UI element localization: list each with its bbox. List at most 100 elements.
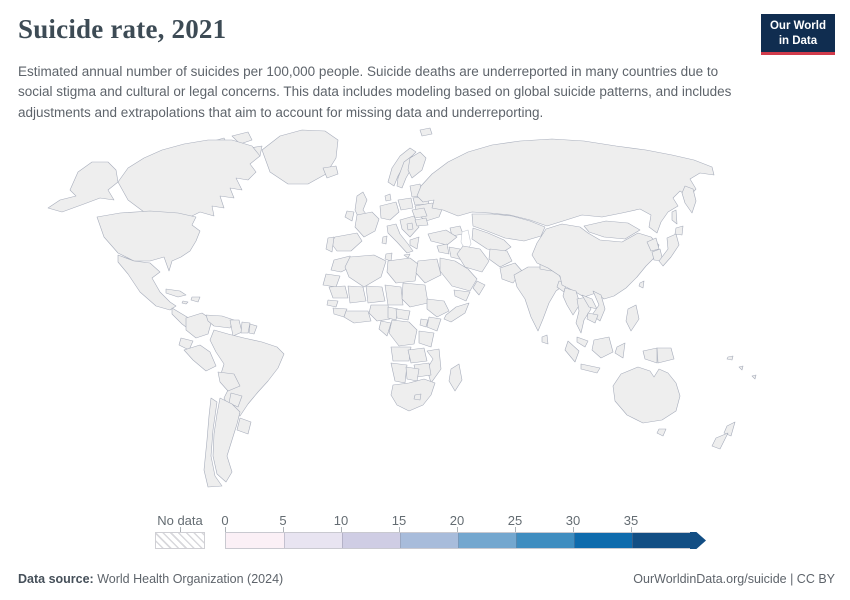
legend-no-data-swatch[interactable]: [155, 532, 205, 549]
country-sakhalin[interactable]: [671, 209, 678, 225]
country-iceland[interactable]: [322, 165, 339, 179]
country-china[interactable]: [531, 223, 660, 300]
legend-bin-10[interactable]: [342, 532, 400, 549]
country-senegal[interactable]: [326, 299, 339, 308]
country-spain[interactable]: [330, 232, 363, 252]
country-denmark[interactable]: [384, 193, 392, 202]
country-gabon-congo[interactable]: [378, 320, 392, 337]
country-nigeria[interactable]: [368, 304, 391, 322]
country-svalbard[interactable]: [419, 127, 433, 137]
country-ethiopia[interactable]: [426, 298, 450, 318]
legend-bin-15[interactable]: [400, 532, 458, 549]
country-levant[interactable]: [436, 243, 450, 255]
country-western-sahara[interactable]: [322, 273, 341, 288]
country-sardinia[interactable]: [381, 235, 388, 245]
country-vietnam[interactable]: [591, 290, 606, 322]
country-sicily[interactable]: [403, 253, 411, 259]
country-drc[interactable]: [388, 319, 418, 347]
country-chad[interactable]: [384, 284, 404, 306]
country-bulgaria[interactable]: [414, 217, 429, 227]
country-algeria[interactable]: [344, 254, 387, 288]
country-central-african-republic[interactable]: [395, 308, 411, 321]
country-argentina[interactable]: [212, 397, 241, 483]
country-hispaniola[interactable]: [190, 296, 201, 303]
country-new-zealand-south[interactable]: [711, 432, 729, 450]
country-bolivia[interactable]: [217, 371, 241, 392]
country-alaska[interactable]: [47, 161, 119, 213]
country-serbia[interactable]: [406, 222, 414, 231]
country-paraguay[interactable]: [228, 392, 243, 408]
country-sulawesi[interactable]: [614, 342, 626, 359]
country-cambodia[interactable]: [586, 312, 599, 324]
country-oman[interactable]: [472, 280, 486, 296]
owid-logo[interactable]: Our World in Data: [760, 14, 835, 56]
legend-bin-5[interactable]: [284, 532, 342, 549]
country-ireland[interactable]: [344, 210, 355, 222]
country-japan[interactable]: [658, 225, 684, 267]
country-solomon[interactable]: [726, 355, 734, 361]
country-russia[interactable]: [416, 138, 715, 234]
country-mali[interactable]: [347, 285, 367, 304]
country-sri-lanka[interactable]: [541, 334, 549, 345]
country-kenya[interactable]: [426, 316, 442, 332]
country-greece[interactable]: [409, 236, 420, 250]
country-egypt[interactable]: [415, 258, 442, 284]
country-brazil[interactable]: [209, 329, 285, 417]
country-jamaica[interactable]: [181, 300, 189, 305]
country-tanzania[interactable]: [418, 330, 435, 348]
legend-bin-35[interactable]: [632, 532, 690, 549]
country-cuba[interactable]: [165, 288, 187, 298]
country-tunisia[interactable]: [384, 252, 393, 262]
country-new-guinea-west[interactable]: [642, 347, 658, 364]
country-west-africa-coast[interactable]: [343, 310, 372, 324]
country-uganda[interactable]: [419, 318, 429, 328]
country-namibia[interactable]: [390, 362, 408, 384]
country-sumatra[interactable]: [564, 340, 580, 363]
country-iran[interactable]: [456, 245, 490, 273]
country-romania[interactable]: [411, 207, 428, 219]
country-colombia[interactable]: [185, 312, 213, 339]
country-central-europe[interactable]: [379, 201, 400, 221]
country-uruguay[interactable]: [236, 417, 252, 435]
country-mongolia[interactable]: [583, 220, 641, 240]
country-angola[interactable]: [390, 346, 412, 362]
country-fiji-group[interactable]: [738, 365, 757, 380]
country-lesotho[interactable]: [413, 393, 422, 401]
country-peru[interactable]: [183, 344, 217, 372]
country-philippines[interactable]: [625, 304, 640, 332]
country-afghanistan[interactable]: [488, 248, 513, 268]
country-south-africa[interactable]: [390, 378, 436, 412]
country-cameroon[interactable]: [387, 306, 399, 321]
legend-no-data[interactable]: No data: [155, 513, 205, 549]
country-tasmania[interactable]: [656, 428, 667, 437]
legend-bin-0[interactable]: [225, 532, 284, 549]
country-greenland[interactable]: [261, 129, 339, 185]
country-papua-new-guinea[interactable]: [656, 347, 675, 364]
country-saudi-arabia[interactable]: [439, 257, 478, 292]
country-madagascar[interactable]: [448, 363, 463, 392]
country-kazakhstan[interactable]: [471, 213, 546, 242]
country-niger[interactable]: [365, 285, 386, 304]
country-poland[interactable]: [397, 197, 414, 211]
country-mexico[interactable]: [117, 254, 177, 311]
country-yemen[interactable]: [453, 289, 471, 302]
country-australia[interactable]: [612, 366, 681, 424]
country-north-korea[interactable]: [646, 237, 660, 252]
country-france[interactable]: [354, 211, 380, 238]
country-taiwan[interactable]: [638, 280, 645, 289]
country-chile[interactable]: [203, 397, 223, 488]
country-turkey[interactable]: [427, 229, 458, 246]
legend-bin-30[interactable]: [574, 532, 632, 549]
country-zambia[interactable]: [407, 347, 428, 364]
country-guyana[interactable]: [229, 319, 243, 337]
country-uzbekistan-turkmenistan[interactable]: [471, 227, 512, 253]
country-borneo[interactable]: [591, 336, 614, 359]
country-kamchatka[interactable]: [681, 185, 697, 214]
country-malaysia[interactable]: [576, 336, 589, 348]
country-botswana[interactable]: [405, 366, 420, 382]
legend-bin-20[interactable]: [458, 532, 516, 549]
country-myanmar[interactable]: [562, 287, 581, 316]
country-somalia[interactable]: [443, 302, 470, 323]
country-java[interactable]: [580, 363, 601, 374]
legend-bin-25[interactable]: [516, 532, 574, 549]
